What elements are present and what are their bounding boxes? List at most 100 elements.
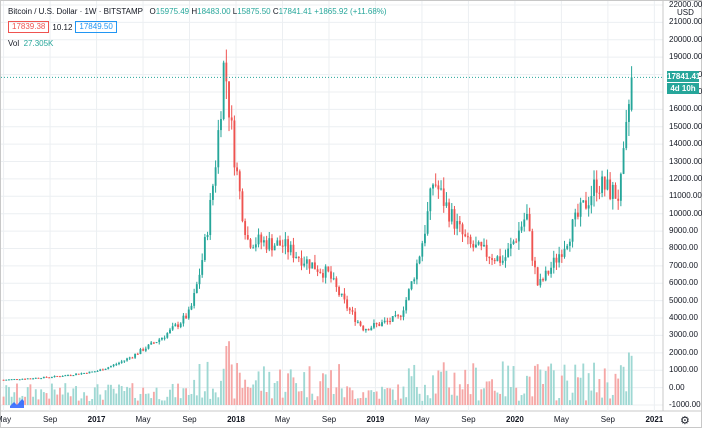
- candle-body: [330, 271, 332, 279]
- y-tick-label: 19000.00: [669, 52, 702, 62]
- candle-body: [273, 245, 276, 251]
- volume-bar: [327, 387, 330, 405]
- symbol-title[interactable]: Bitcoin / U.S. Dollar · 1W · BITSTAMP: [8, 7, 143, 16]
- volume-bar: [292, 377, 295, 405]
- candle-body: [56, 375, 59, 377]
- candle-body: [413, 279, 416, 282]
- candle-body: [96, 370, 99, 372]
- candle-body: [477, 241, 480, 245]
- volume-bar: [539, 369, 542, 405]
- volume-bar: [206, 361, 209, 405]
- volume-bar: [238, 372, 241, 405]
- volume-bar: [322, 373, 324, 405]
- volume-bar: [236, 363, 239, 405]
- volume-bar: [453, 372, 456, 405]
- candle-body: [434, 184, 437, 186]
- candle-body: [319, 271, 322, 274]
- candle-body: [566, 245, 569, 249]
- volume-bar: [303, 372, 306, 405]
- volume-legend[interactable]: Vol 27.305K: [8, 39, 53, 48]
- candle-body: [606, 179, 609, 190]
- candle-body: [152, 342, 155, 344]
- candle-body: [110, 366, 112, 368]
- volume-bar: [464, 369, 467, 405]
- volume-bar: [45, 393, 48, 405]
- buy-price-button[interactable]: 17849.50: [75, 21, 117, 33]
- candle-body: [375, 323, 378, 325]
- candle-body: [5, 379, 8, 381]
- volume-bar: [230, 364, 233, 405]
- volume-bar: [603, 368, 606, 405]
- candle-body: [217, 130, 220, 168]
- tradingview-logo-icon[interactable]: [9, 397, 25, 409]
- candle-body: [574, 212, 577, 220]
- sell-price-button[interactable]: 17839.38: [8, 21, 50, 33]
- volume-bar: [507, 365, 510, 405]
- volume-bar: [279, 369, 281, 405]
- volume-bar: [568, 400, 571, 405]
- candle-body: [193, 293, 196, 306]
- candle-body: [324, 266, 327, 278]
- candle-body: [120, 361, 123, 363]
- candle-body: [625, 121, 628, 149]
- volume-bar: [547, 366, 550, 405]
- candle-body: [399, 315, 402, 317]
- volume-bar: [576, 377, 579, 405]
- candle-body: [115, 364, 118, 366]
- volume-bar: [394, 399, 397, 405]
- candle-body: [450, 209, 453, 222]
- candle-body: [595, 179, 598, 193]
- candle-body: [233, 120, 236, 168]
- volume-bar: [480, 389, 483, 405]
- candle-body: [485, 244, 488, 257]
- volume-bar: [619, 365, 622, 405]
- x-tick-label: Sep: [461, 415, 476, 424]
- candle-body: [136, 353, 139, 355]
- gear-icon[interactable]: ⚙: [680, 415, 690, 427]
- volume-bar: [297, 391, 300, 405]
- volume-bar: [80, 398, 83, 405]
- candle-body: [415, 263, 418, 280]
- candle-body: [464, 234, 467, 237]
- candle-body: [59, 376, 61, 378]
- volume-bar: [37, 399, 40, 405]
- volume-bar: [544, 370, 547, 405]
- volume-bar: [566, 380, 569, 405]
- candle-body: [539, 279, 542, 286]
- candle-body: [311, 262, 314, 269]
- volume-bar: [152, 391, 155, 405]
- volume-bar: [174, 397, 177, 405]
- volume-bar: [99, 394, 102, 405]
- candle-body: [112, 364, 115, 367]
- candle-body: [158, 339, 161, 343]
- candle-body: [520, 226, 523, 231]
- candle-body: [609, 179, 612, 199]
- volume-bar: [593, 362, 595, 405]
- volume-bar: [488, 381, 491, 405]
- volume-bar: [373, 391, 375, 405]
- volume-bar: [319, 381, 322, 405]
- candle-body: [448, 202, 451, 222]
- volume-bar: [134, 397, 137, 405]
- candle-body: [410, 281, 413, 290]
- volume-bar: [472, 363, 475, 405]
- volume-bar: [110, 384, 112, 405]
- volume-bar: [308, 366, 311, 405]
- candle-body: [284, 239, 287, 247]
- volume-bar: [560, 375, 563, 405]
- candle-body: [555, 257, 558, 263]
- volume-bar: [53, 389, 56, 405]
- candle-body: [614, 184, 617, 199]
- volume-bar: [531, 396, 534, 405]
- volume-bar: [249, 387, 252, 405]
- candle-body: [418, 256, 421, 264]
- candle-body: [18, 379, 21, 381]
- volume-bar: [85, 395, 88, 405]
- candle-body: [558, 254, 561, 263]
- y-tick-label: 7000.00: [669, 260, 698, 270]
- volume-bar: [617, 378, 620, 405]
- candle-body: [458, 221, 461, 225]
- candle-body: [198, 274, 201, 285]
- volume-bar: [399, 398, 402, 405]
